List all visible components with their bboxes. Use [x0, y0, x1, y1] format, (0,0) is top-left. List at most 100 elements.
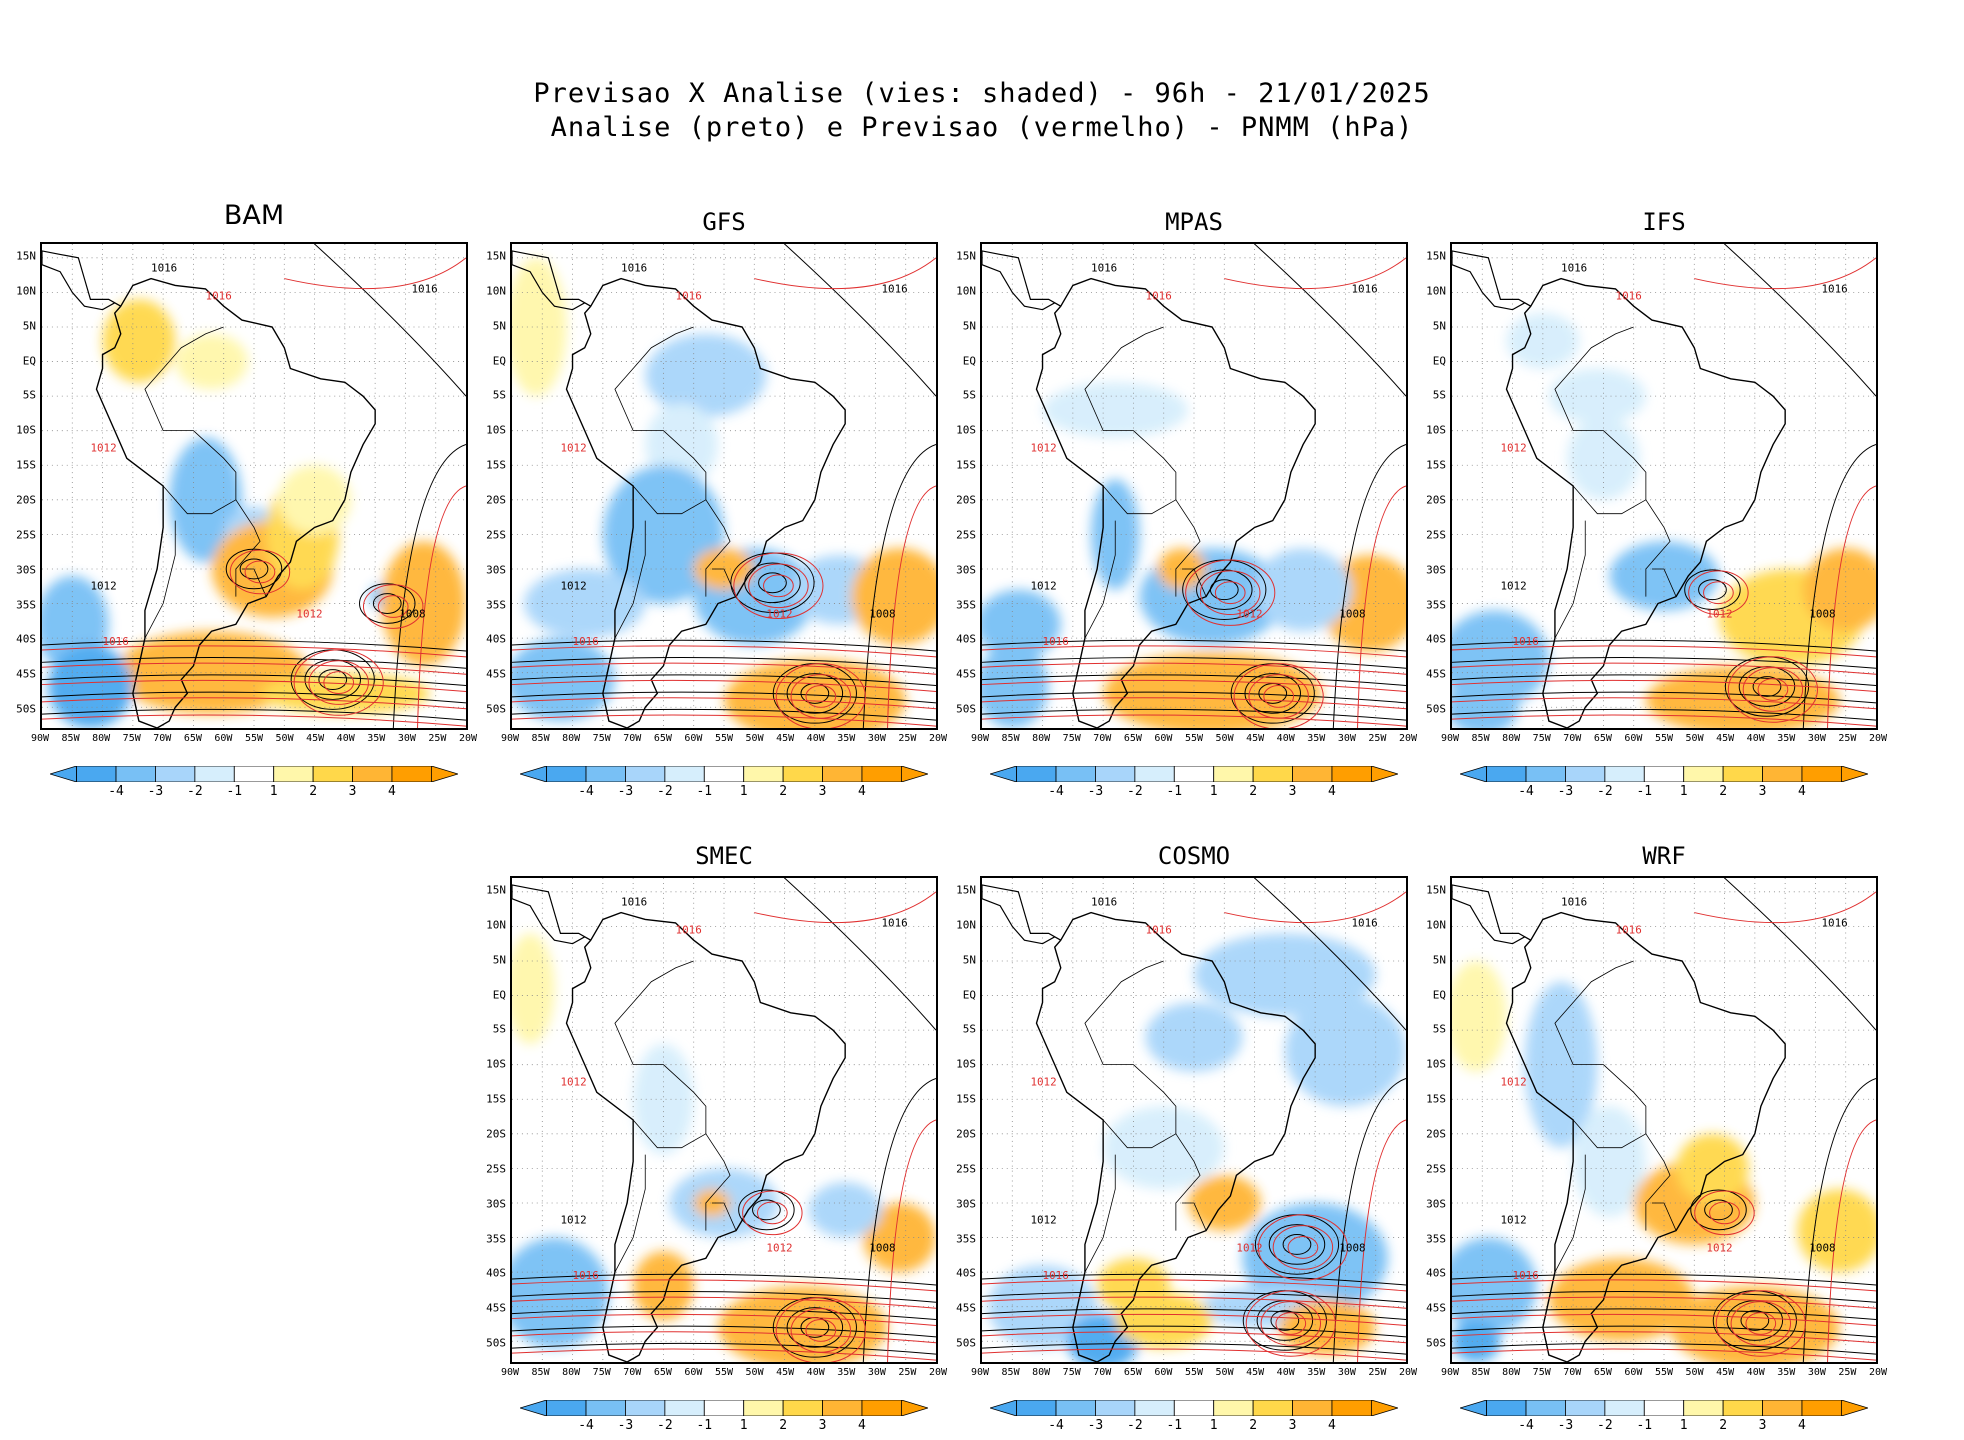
country-border: [711, 568, 737, 597]
lon-tick-label: 80W: [562, 1367, 581, 1378]
analysis-isobar: [1452, 639, 1876, 652]
colorbar-label: 3: [818, 1418, 827, 1433]
analysis-isobar: [1282, 1234, 1312, 1255]
lon-tick-label: 75W: [1532, 1367, 1551, 1378]
colorbar-label: 2: [1249, 1418, 1258, 1433]
analysis-isobar-label: 1016: [1821, 916, 1847, 929]
colorbar-label: 1: [1209, 1418, 1218, 1433]
forecast-isobar-label: 1012: [560, 1075, 586, 1088]
bias-area: [512, 638, 615, 722]
lat-tick-label: 10S: [956, 423, 976, 437]
lat-tick-label: 10N: [486, 918, 506, 932]
lon-tick-label: 75W: [592, 1367, 611, 1378]
country-border: [1084, 326, 1177, 515]
colorbar-swatch: [1173, 765, 1215, 783]
analysis-isobar: [738, 1189, 795, 1231]
colorbar-swatch: [1134, 1399, 1175, 1417]
lat-tick-label: 20S: [1426, 1127, 1446, 1141]
bias-area: [1803, 548, 1876, 632]
lon-tick-label: 50W: [745, 733, 764, 744]
forecast-isobar-label: 1016: [1616, 289, 1642, 302]
lat-tick-label: 15N: [956, 249, 976, 263]
lon-tick-label: 75W: [1532, 733, 1551, 744]
colorbar-label: 1: [1679, 1418, 1688, 1433]
lat-tick-label: 10S: [486, 423, 506, 437]
forecast-isobar: [1452, 714, 1876, 727]
colorbar-swatch: [391, 765, 432, 783]
analysis-isobar: [982, 657, 1406, 669]
colorbar-label: 4: [858, 1418, 866, 1433]
colorbar-swatch: [1683, 1399, 1724, 1417]
analysis-isobar: [359, 583, 416, 624]
forecast-isobars: [512, 257, 936, 728]
forecast-isobar-label: 1012: [1030, 1075, 1056, 1088]
lon-tick-label: 25W: [428, 733, 447, 744]
lon-tick-label: 55W: [714, 1367, 734, 1378]
colorbar-label: -1: [1636, 784, 1653, 799]
forecast-isobar: [763, 574, 794, 598]
lat-tick-label: 5N: [492, 953, 506, 967]
forecast-isobar: [512, 697, 936, 710]
colorbar-swatch: [988, 765, 1018, 783]
lat-tick-label: 25S: [956, 528, 976, 542]
bias-area: [260, 672, 430, 715]
panel-title: IFS: [1642, 208, 1686, 236]
analysis-isobar-label: 1008: [1809, 607, 1835, 620]
analysis-isobar: [1254, 244, 1406, 397]
forecast-isobar: [775, 663, 866, 728]
country-border: [705, 1133, 731, 1231]
forecast-isobar: [1757, 678, 1789, 701]
lon-tick-label: 40W: [1746, 1367, 1765, 1378]
forecast-isobar: [1452, 1296, 1876, 1309]
panel-mpas: MPAS 1016 1016 1012 1008 1016 1012 1012 1016 15N 1…: [956, 208, 1417, 799]
colorbar-swatch: [1331, 1399, 1372, 1417]
lat-tick-label: 40S: [16, 632, 36, 646]
forecast-isobar: [1694, 891, 1876, 924]
map-canvas: 1016 1016 1012 1008 1016 1012 1012 1016: [982, 878, 1406, 1362]
lat-tick-label: 35S: [1426, 598, 1446, 611]
analysis-isobar: [1802, 444, 1876, 728]
lat-tick-label: 50S: [486, 1336, 506, 1350]
colorbar-swatches: [518, 765, 930, 783]
bias-area: [1797, 1189, 1876, 1273]
lon-tick-label: 65W: [1123, 733, 1142, 744]
colorbar-label: 1: [1209, 784, 1218, 799]
lon-tick-label: 25W: [898, 733, 917, 744]
forecast-isobar-label: 1012: [1706, 607, 1732, 620]
lat-tick-label: 15S: [486, 1092, 506, 1106]
country-border: [614, 520, 646, 639]
colorbar-label: 1: [1679, 784, 1688, 799]
colorbar-label: 1: [269, 784, 278, 799]
forecast-isobar: [1694, 257, 1876, 290]
forecast-isobar: [1688, 570, 1749, 616]
colorbar-swatch: [1604, 765, 1645, 783]
analysis-isobar-label: 1012: [560, 580, 586, 593]
forecast-isobar: [1452, 1348, 1876, 1361]
forecast-isobar: [42, 679, 466, 692]
panel-smec: SMEC 1016 1016 1012 1008 1016 1012 1012 1016 15N 1…: [486, 842, 947, 1433]
colorbar-swatch: [1683, 765, 1724, 783]
analysis-isobar-label: 1012: [1500, 580, 1526, 593]
country-border: [1554, 960, 1647, 1149]
forecast-isobar: [1224, 891, 1406, 924]
lon-tick-label: 65W: [183, 733, 202, 744]
analysis-isobar: [239, 558, 269, 580]
bias-area: [175, 333, 248, 390]
forecast-isobar-label: 1012: [1500, 1075, 1526, 1088]
bias-area: [982, 645, 1049, 728]
country-border: [1554, 326, 1647, 515]
analysis-isobars: [1452, 244, 1876, 728]
colorbar-label: -1: [1166, 784, 1183, 799]
lat-tick-label: 45S: [956, 1301, 976, 1315]
coastline-south-america: [565, 277, 846, 728]
lon-tick-label: 20W: [1398, 733, 1418, 744]
forecast-isobars: [42, 257, 466, 728]
analysis-isobar: [42, 708, 466, 721]
colorbar-label: -3: [1557, 784, 1574, 799]
lon-tick-label: 55W: [1654, 1367, 1674, 1378]
forecast-isobar: [417, 485, 466, 728]
lon-tick-label: 85W: [531, 1367, 550, 1378]
forecast-isobars: [982, 257, 1406, 728]
forecast-isobar: [1214, 581, 1246, 605]
lat-tick-label: EQ: [962, 354, 976, 367]
